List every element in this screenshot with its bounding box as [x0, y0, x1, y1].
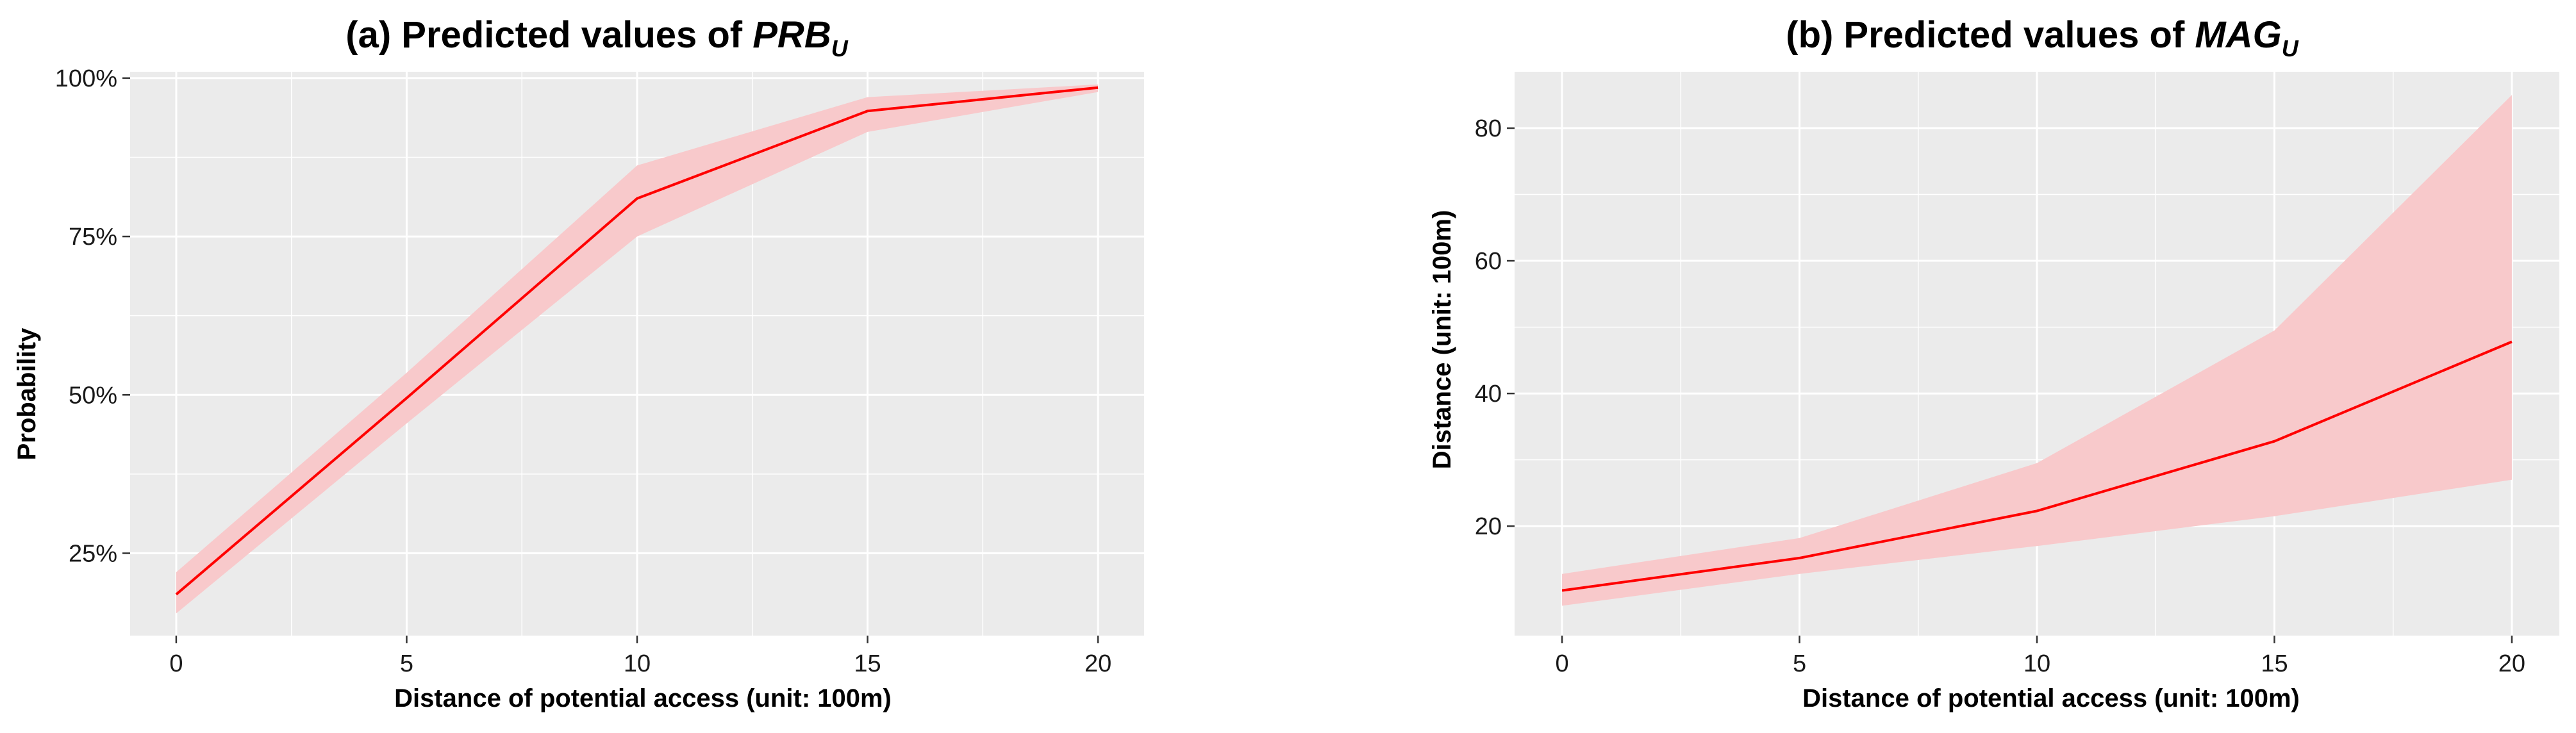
y-axis-title-a: Probability — [13, 327, 41, 460]
plot-area-b — [1515, 72, 2559, 636]
y-tick-label-b: 80 — [1475, 115, 1502, 142]
y-tick-label-a: 75% — [69, 224, 117, 251]
x-tick-label-a: 0 — [169, 650, 183, 677]
x-tick-label-b: 10 — [2023, 650, 2050, 677]
y-tick-label-b: 20 — [1475, 513, 1502, 540]
x-axis-title-b: Distance of potential access (unit: 100m… — [1802, 684, 2300, 712]
chart-title-b: (b) Predicted values of MAGU — [1786, 14, 2298, 62]
y-tick-label-b: 40 — [1475, 381, 1502, 408]
x-tick-label-a: 5 — [400, 650, 413, 677]
chart-title-a: (a) Predicted values of PRBU — [345, 14, 848, 62]
x-tick-label-b: 0 — [1556, 650, 1569, 677]
x-tick-label-b: 5 — [1793, 650, 1806, 677]
chart-panel-a: (a) Predicted values of PRBU Distance of… — [13, 14, 1144, 712]
x-tick-label-a: 10 — [624, 650, 651, 677]
chart-panel-b: (b) Predicted values of MAGU Distance of… — [1428, 14, 2559, 712]
x-axis-title-a: Distance of potential access (unit: 100m… — [394, 684, 892, 712]
x-tick-label-a: 20 — [1084, 650, 1111, 677]
y-tick-label-b: 60 — [1475, 248, 1502, 275]
plot-area-a — [130, 72, 1144, 636]
y-tick-label-a: 100% — [55, 65, 117, 92]
x-tick-label-a: 15 — [854, 650, 881, 677]
y-axis-title-b: Distance (unit: 100m) — [1428, 210, 1456, 470]
y-tick-label-a: 50% — [69, 382, 117, 409]
x-tick-label-b: 20 — [2498, 650, 2525, 677]
x-tick-label-b: 15 — [2261, 650, 2288, 677]
y-tick-label-a: 25% — [69, 540, 117, 567]
